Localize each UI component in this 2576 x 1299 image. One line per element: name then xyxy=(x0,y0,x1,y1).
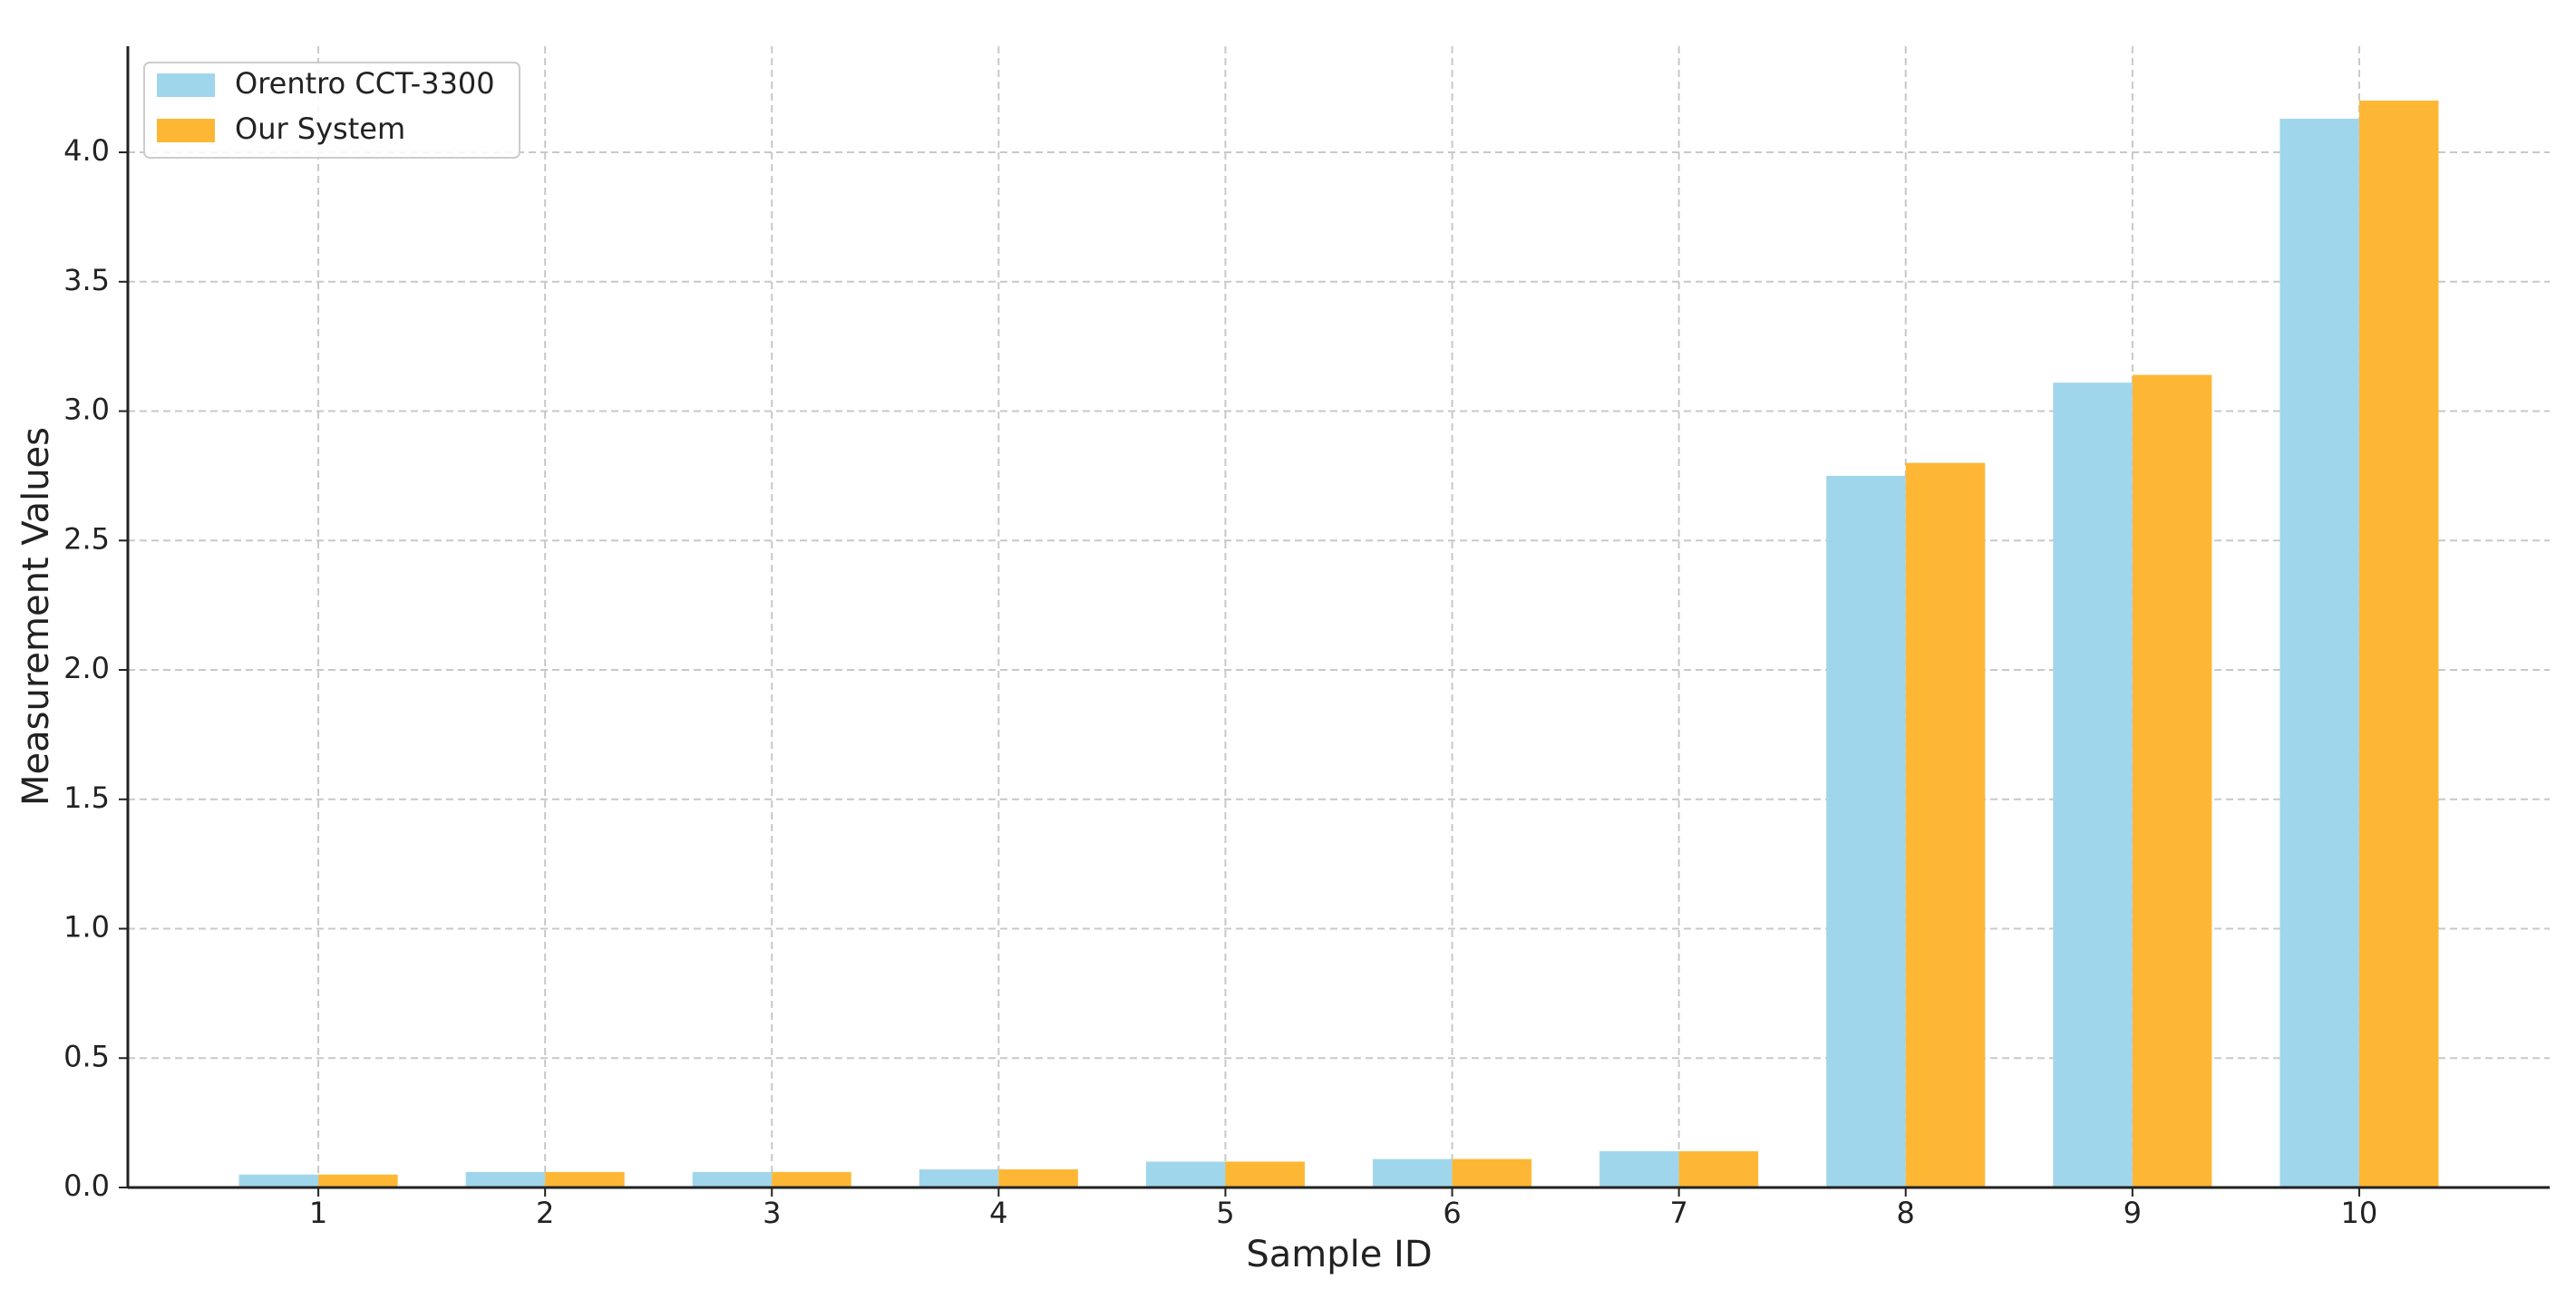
bar xyxy=(545,1171,625,1188)
legend-swatch xyxy=(157,119,215,142)
x-tick-label: 4 xyxy=(989,1196,1007,1230)
x-tick-label: 2 xyxy=(536,1196,554,1230)
bar xyxy=(2053,383,2133,1188)
y-tick-label: 2.0 xyxy=(63,651,110,685)
y-tick-label: 3.0 xyxy=(63,393,110,427)
bar xyxy=(1225,1161,1305,1188)
x-tick-label: 6 xyxy=(1443,1196,1461,1230)
bar xyxy=(1145,1161,1226,1188)
bar xyxy=(2132,374,2212,1188)
bar xyxy=(1599,1151,1679,1188)
legend-label: Orentro CCT-3300 xyxy=(235,66,495,101)
bar xyxy=(772,1171,851,1188)
bar xyxy=(1905,462,1986,1188)
y-tick-label: 0.0 xyxy=(63,1168,110,1203)
y-tick-label: 1.0 xyxy=(63,910,110,945)
bar xyxy=(919,1169,999,1188)
y-tick-label: 4.0 xyxy=(63,133,110,168)
bar xyxy=(998,1169,1078,1188)
bar xyxy=(2358,100,2439,1188)
bar xyxy=(2280,118,2359,1188)
bar xyxy=(1826,475,1906,1188)
bar xyxy=(318,1174,398,1188)
bar xyxy=(1452,1158,1532,1188)
bar xyxy=(1373,1158,1453,1188)
x-tick-label: 7 xyxy=(1669,1196,1687,1230)
y-tick-label: 3.5 xyxy=(63,263,110,297)
legend: Orentro CCT-3300 Our System xyxy=(143,62,520,159)
x-tick-label: 5 xyxy=(1216,1196,1234,1230)
legend-swatch xyxy=(157,73,215,97)
bar xyxy=(1678,1151,1759,1188)
legend-label: Our System xyxy=(235,111,405,146)
y-axis-label: Measurement Values xyxy=(15,427,57,806)
y-tick-label: 1.5 xyxy=(63,780,110,815)
bar xyxy=(465,1171,546,1188)
x-tick-label: 8 xyxy=(1897,1196,1915,1230)
y-tick-label: 2.5 xyxy=(63,521,110,556)
x-tick-label: 1 xyxy=(309,1196,327,1230)
y-tick-label: 0.5 xyxy=(63,1039,110,1073)
x-tick-label: 10 xyxy=(2341,1196,2378,1230)
bar xyxy=(238,1174,319,1188)
x-axis-label: Sample ID xyxy=(1246,1234,1432,1275)
x-tick-label: 9 xyxy=(2124,1196,2142,1230)
bar xyxy=(692,1171,773,1188)
legend-box xyxy=(143,62,520,159)
x-tick-label: 3 xyxy=(763,1196,781,1230)
